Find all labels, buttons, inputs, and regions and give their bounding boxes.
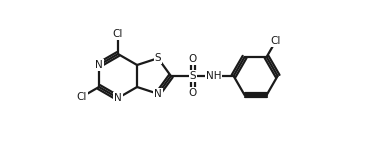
Text: N: N (114, 93, 122, 103)
Text: O: O (189, 54, 197, 64)
Text: S: S (190, 71, 196, 81)
Text: NH: NH (206, 71, 222, 81)
Text: Cl: Cl (113, 29, 123, 39)
Text: Cl: Cl (271, 36, 281, 46)
Text: S: S (155, 53, 161, 63)
Text: O: O (189, 88, 197, 98)
Text: Cl: Cl (76, 92, 87, 102)
Text: N: N (154, 89, 162, 99)
Text: N: N (95, 60, 103, 70)
